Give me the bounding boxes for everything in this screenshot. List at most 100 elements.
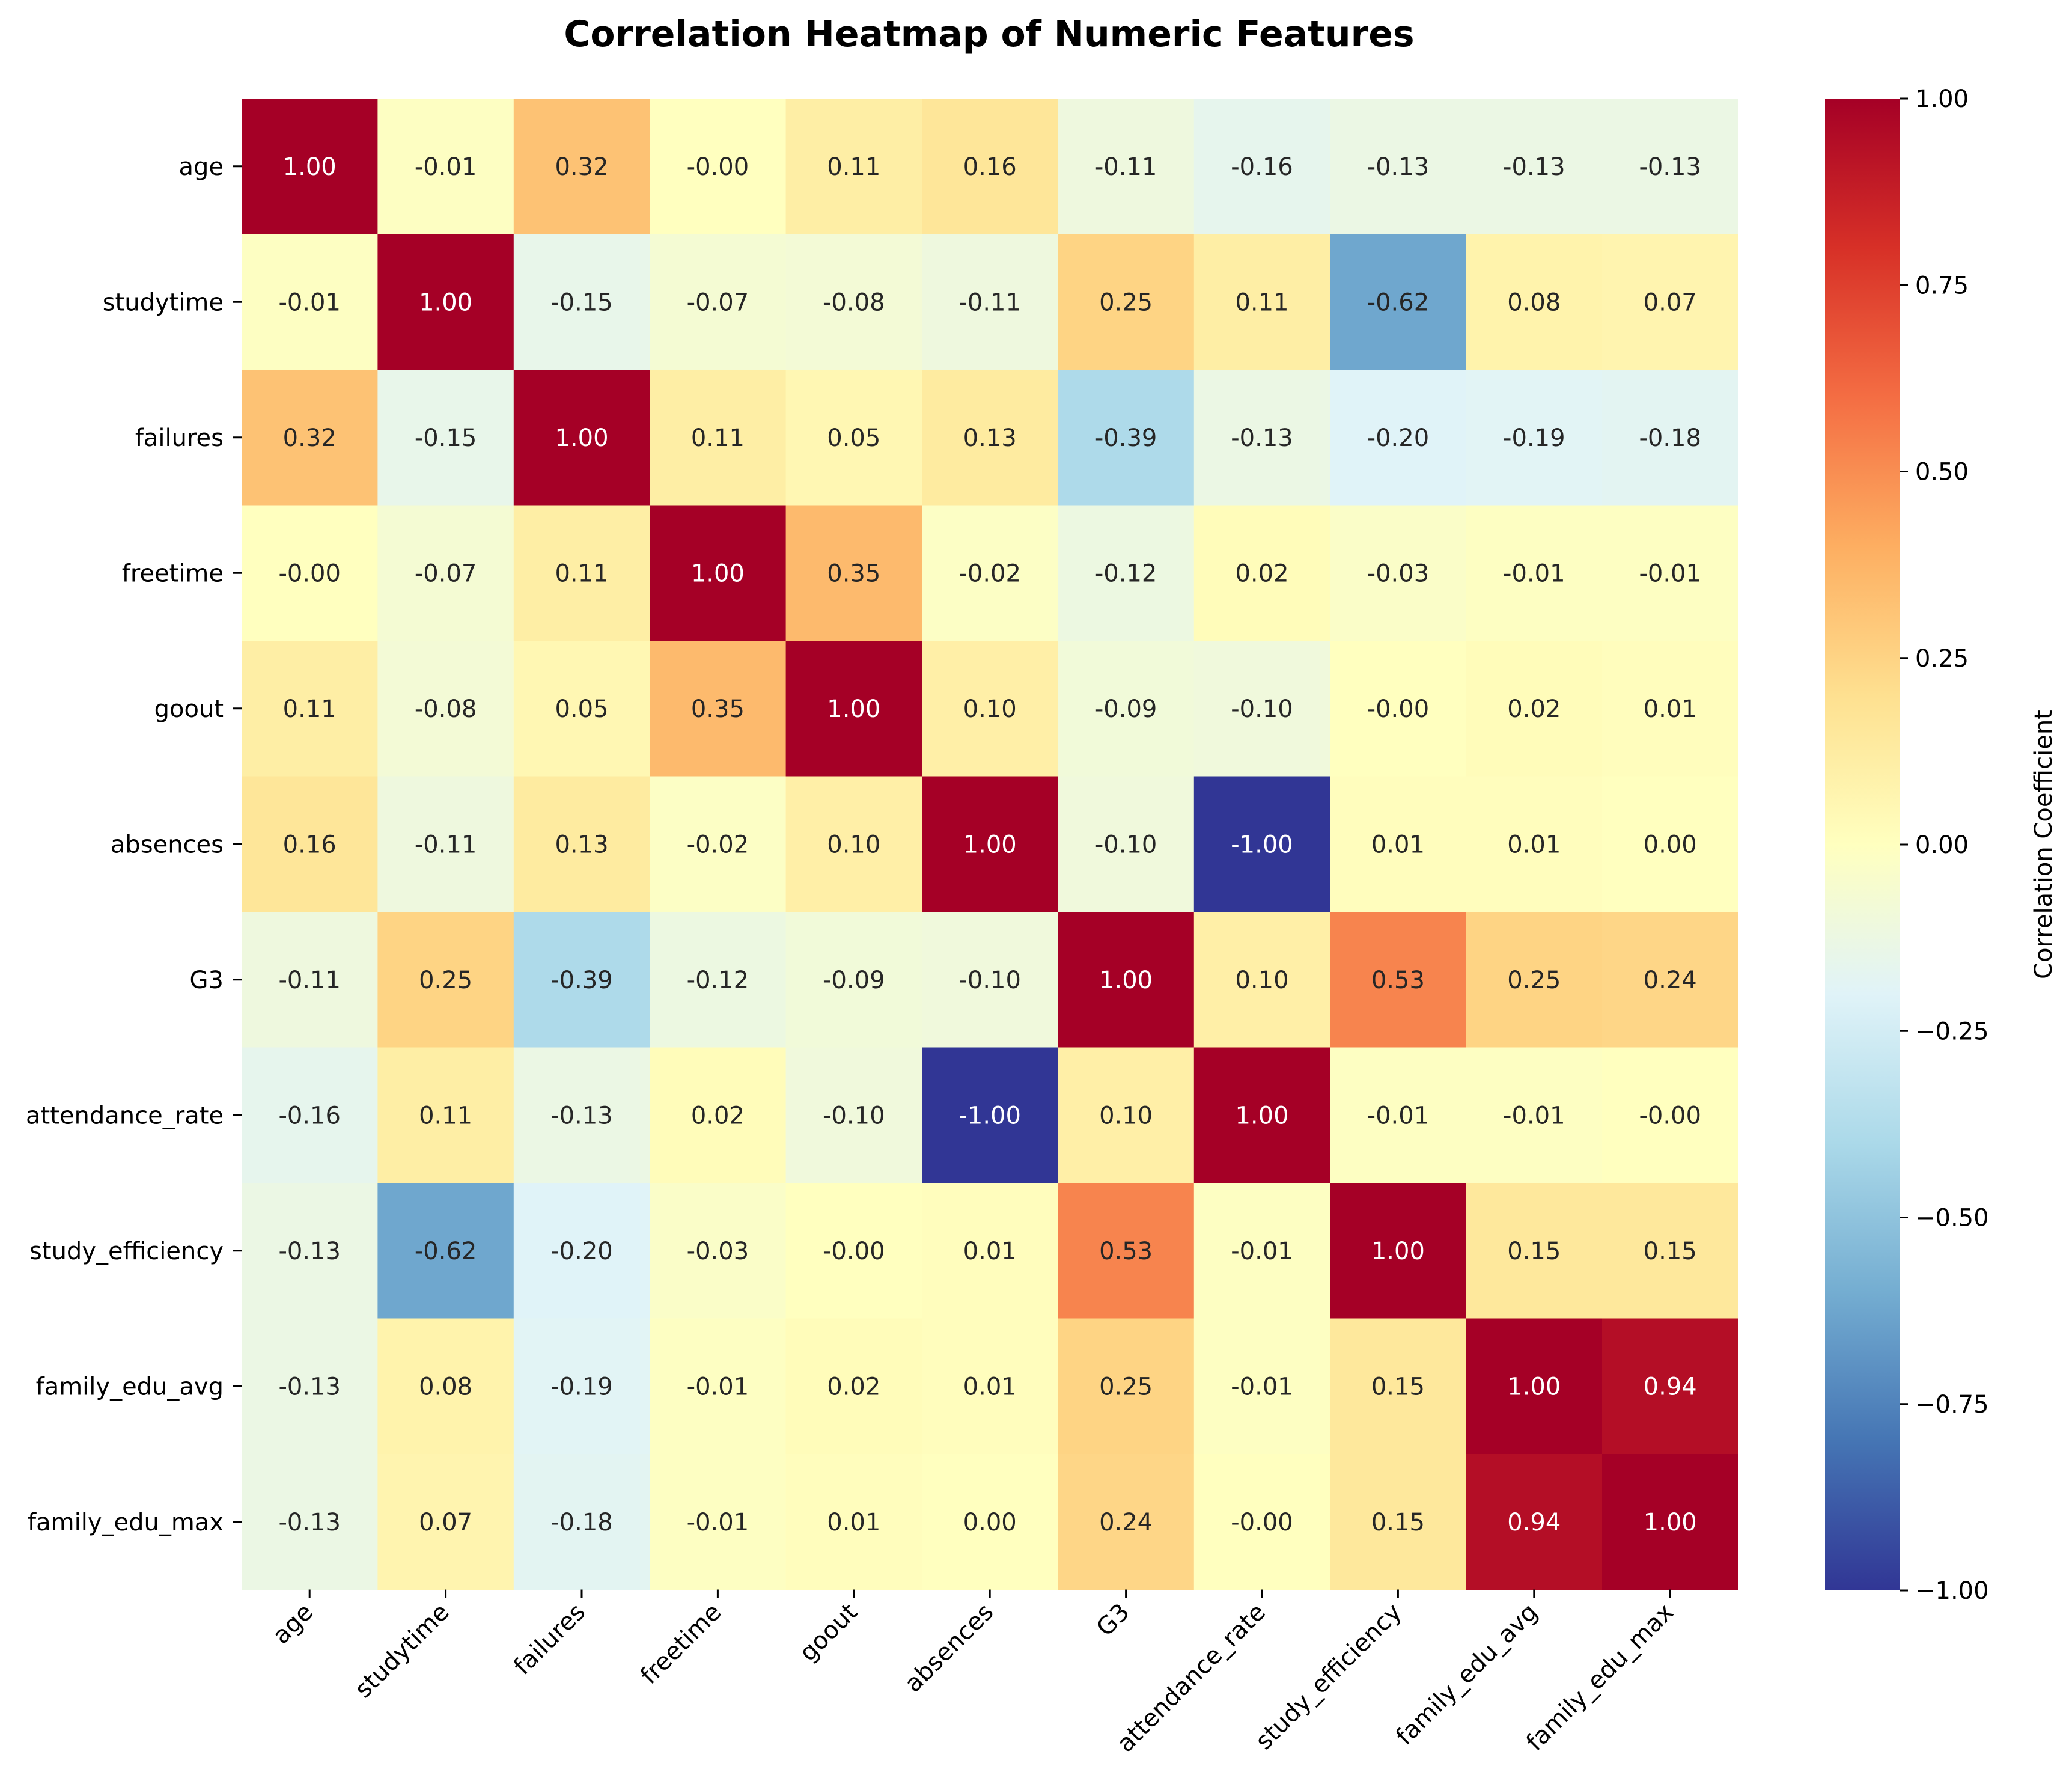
cell-value-label: -0.07 xyxy=(687,289,749,316)
heatmap-cell xyxy=(1330,912,1467,1048)
cell-value-label: -0.00 xyxy=(687,153,749,181)
heatmap-cell xyxy=(785,1454,922,1590)
heatmap-cell xyxy=(785,505,922,641)
column-tick-label: failures xyxy=(508,1598,591,1681)
cell-value-label: 0.15 xyxy=(1644,1238,1697,1265)
heatmap-cell xyxy=(922,234,1058,370)
cell-value-label: -0.03 xyxy=(1367,560,1430,587)
cell-value-label: -0.13 xyxy=(1639,153,1701,181)
cell-value-label: 0.16 xyxy=(283,831,337,858)
column-tick-label: G3 xyxy=(1091,1598,1135,1642)
row-tick-labels: age studytime failures freetime goout absence… xyxy=(26,153,242,1536)
heatmap-cell xyxy=(377,1047,514,1184)
colorbar-tick-label: 0.75 xyxy=(1915,272,1969,299)
colorbar-tick-label: 0.50 xyxy=(1915,459,1969,486)
cell-value-label: 0.10 xyxy=(963,695,1017,723)
cell-value-label: 0.94 xyxy=(1507,1509,1561,1536)
heatmap-cell xyxy=(650,1047,787,1184)
heatmap-cell xyxy=(242,641,378,777)
cell-value-label: 0.07 xyxy=(419,1509,472,1536)
heatmap-cell xyxy=(1602,370,1738,506)
heatmap-cell xyxy=(513,912,650,1048)
heatmap-cell xyxy=(922,370,1058,506)
heatmap-cell xyxy=(1466,1454,1603,1590)
heatmap-cell xyxy=(1330,1454,1467,1590)
row-tick-label: G3 xyxy=(190,967,224,994)
cell-value-label: 0.13 xyxy=(555,831,608,858)
heatmap-cell xyxy=(1058,1318,1195,1455)
cell-value-label: 0.00 xyxy=(1644,831,1697,858)
row-tick-label: age xyxy=(178,153,224,181)
heatmap-cell xyxy=(513,1047,650,1184)
colorbar-tick-label: 0.25 xyxy=(1915,645,1969,673)
heatmap-cell xyxy=(785,99,922,235)
heatmap-cell xyxy=(377,776,514,912)
heatmap-cell xyxy=(1330,1318,1467,1455)
colorbar-label: Correlation Coefficient xyxy=(2030,710,2058,979)
column-tick-label: family_edu_avg xyxy=(1391,1598,1543,1750)
cell-value-label: -0.01 xyxy=(415,153,477,181)
heatmap-cell xyxy=(1058,234,1195,370)
colorbar-tick-label: −1.00 xyxy=(1915,1577,1989,1605)
heatmap-cell xyxy=(650,641,787,777)
colorbar-tick-label: −0.50 xyxy=(1915,1205,1989,1232)
colorbar-tick-label: 1.00 xyxy=(1915,85,1969,113)
heatmap-cell xyxy=(1602,912,1738,1048)
cell-value-label: 1.00 xyxy=(283,153,337,181)
cell-value-label: -0.09 xyxy=(1095,695,1157,723)
cell-value-label: 0.10 xyxy=(1099,1102,1153,1129)
cell-value-label: -0.13 xyxy=(1231,424,1293,452)
row-tick-label: studytime xyxy=(103,289,224,316)
row-tick-label: absences xyxy=(111,831,224,858)
cell-value-label: 0.01 xyxy=(827,1509,880,1536)
cell-value-label: 1.00 xyxy=(419,289,472,316)
heatmap-cell xyxy=(785,234,922,370)
cell-value-label: 0.05 xyxy=(827,424,880,452)
cell-value-label: 0.32 xyxy=(555,153,608,181)
cell-value-label: 1.00 xyxy=(691,560,745,587)
heatmap-cell xyxy=(1602,1318,1738,1455)
row-tick-label: family_edu_avg xyxy=(36,1373,224,1401)
heatmap-cell xyxy=(1058,1454,1195,1590)
heatmap-cell xyxy=(922,1047,1058,1184)
heatmap-cell xyxy=(650,1454,787,1590)
cell-value-label: 1.00 xyxy=(1507,1373,1561,1401)
cell-value-label: 0.01 xyxy=(1371,831,1425,858)
colorbar xyxy=(1825,99,1900,1590)
heatmap-cell xyxy=(242,99,378,235)
column-tick-label: goout xyxy=(794,1598,863,1667)
heatmap-cell xyxy=(1193,370,1330,506)
cell-value-label: -0.00 xyxy=(1231,1509,1293,1536)
heatmap-cell xyxy=(377,370,514,506)
heatmap-cell xyxy=(785,370,922,506)
heatmap-cell xyxy=(513,370,650,506)
cell-value-label: -0.62 xyxy=(1367,289,1430,316)
row-tick-label: attendance_rate xyxy=(26,1102,224,1129)
heatmap-cell xyxy=(242,234,378,370)
row-tick-label: study_efficiency xyxy=(29,1238,224,1265)
cell-value-label: 0.25 xyxy=(1099,289,1153,316)
cell-value-label: -0.13 xyxy=(1367,153,1430,181)
heatmap-cell xyxy=(1466,641,1603,777)
cell-value-label: -0.01 xyxy=(1639,560,1701,587)
colorbar-tick-label: −0.75 xyxy=(1915,1391,1989,1419)
cell-value-label: -0.18 xyxy=(1639,424,1701,452)
column-tick-label: freetime xyxy=(635,1598,727,1690)
heatmap-cell xyxy=(1330,641,1467,777)
cell-value-label: 0.11 xyxy=(555,560,608,587)
heatmap-cell xyxy=(1058,370,1195,506)
cell-value-label: -0.11 xyxy=(415,831,477,858)
heatmap-cell xyxy=(1466,776,1603,912)
heatmap-cell xyxy=(1466,1047,1603,1184)
heatmap-cell xyxy=(513,505,650,641)
column-tick-label: studytime xyxy=(350,1598,455,1703)
cell-value-label: 0.02 xyxy=(1507,695,1561,723)
heatmap-cell xyxy=(242,1318,378,1455)
cell-value-label: 0.11 xyxy=(419,1102,472,1129)
cell-value-label: -0.01 xyxy=(687,1509,749,1536)
heatmap-cell xyxy=(1466,1318,1603,1455)
cell-value-label: 0.32 xyxy=(283,424,337,452)
cell-value-label: 0.10 xyxy=(827,831,880,858)
heatmap-cell xyxy=(377,1183,514,1319)
cell-value-label: -0.13 xyxy=(278,1373,341,1401)
